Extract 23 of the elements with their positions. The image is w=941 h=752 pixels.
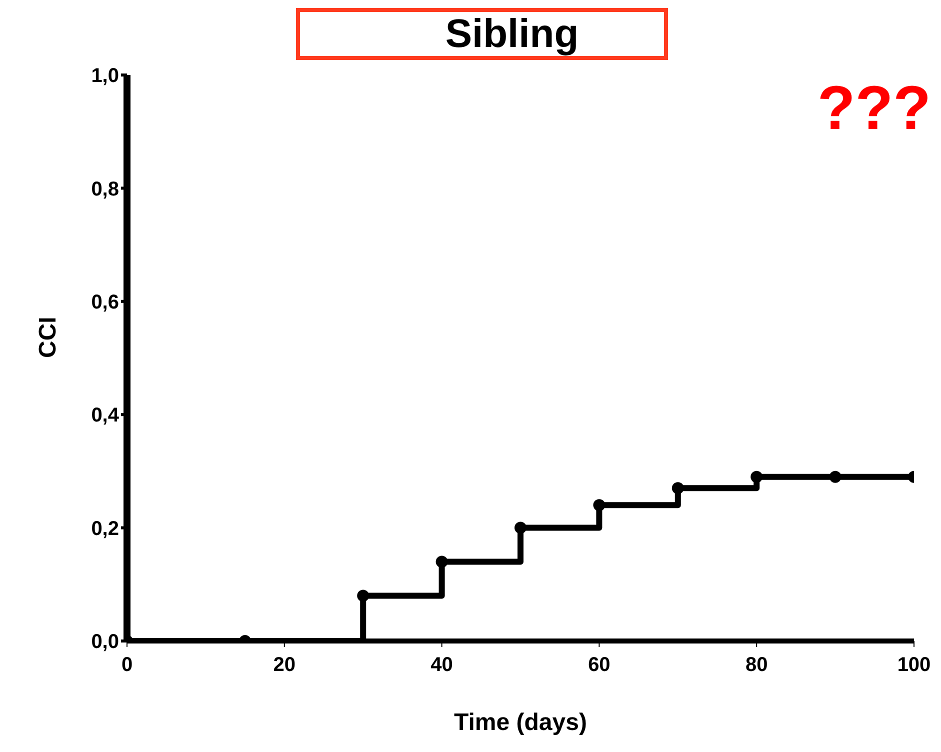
y-tick-label: 0,8 — [91, 178, 119, 200]
x-tick-label: 60 — [588, 654, 610, 676]
y-tick-label: 0,6 — [91, 292, 119, 314]
y-tick-label: 0,2 — [91, 518, 119, 540]
y-tick-label: 0,4 — [91, 404, 120, 427]
x-tick-label: 20 — [273, 654, 296, 676]
point — [514, 522, 526, 534]
annotation: ??? — [817, 74, 931, 143]
point — [672, 482, 684, 494]
point — [593, 499, 606, 512]
x-axis-title: Time (days) — [454, 709, 587, 736]
point — [357, 590, 370, 602]
x-tick-label: 100 — [897, 654, 931, 676]
x-tick-label: 40 — [430, 654, 453, 676]
y-axis-title: CCI — [34, 316, 62, 358]
point — [436, 556, 448, 568]
point — [750, 470, 763, 483]
chart-title: Sibling — [445, 12, 579, 56]
y-tick-label: 0,0 — [91, 631, 119, 654]
x-tick-label: 0 — [121, 654, 133, 676]
point — [829, 470, 842, 483]
x-tick-label: 80 — [745, 654, 768, 676]
y-tick-label: 1,0 — [91, 65, 119, 88]
